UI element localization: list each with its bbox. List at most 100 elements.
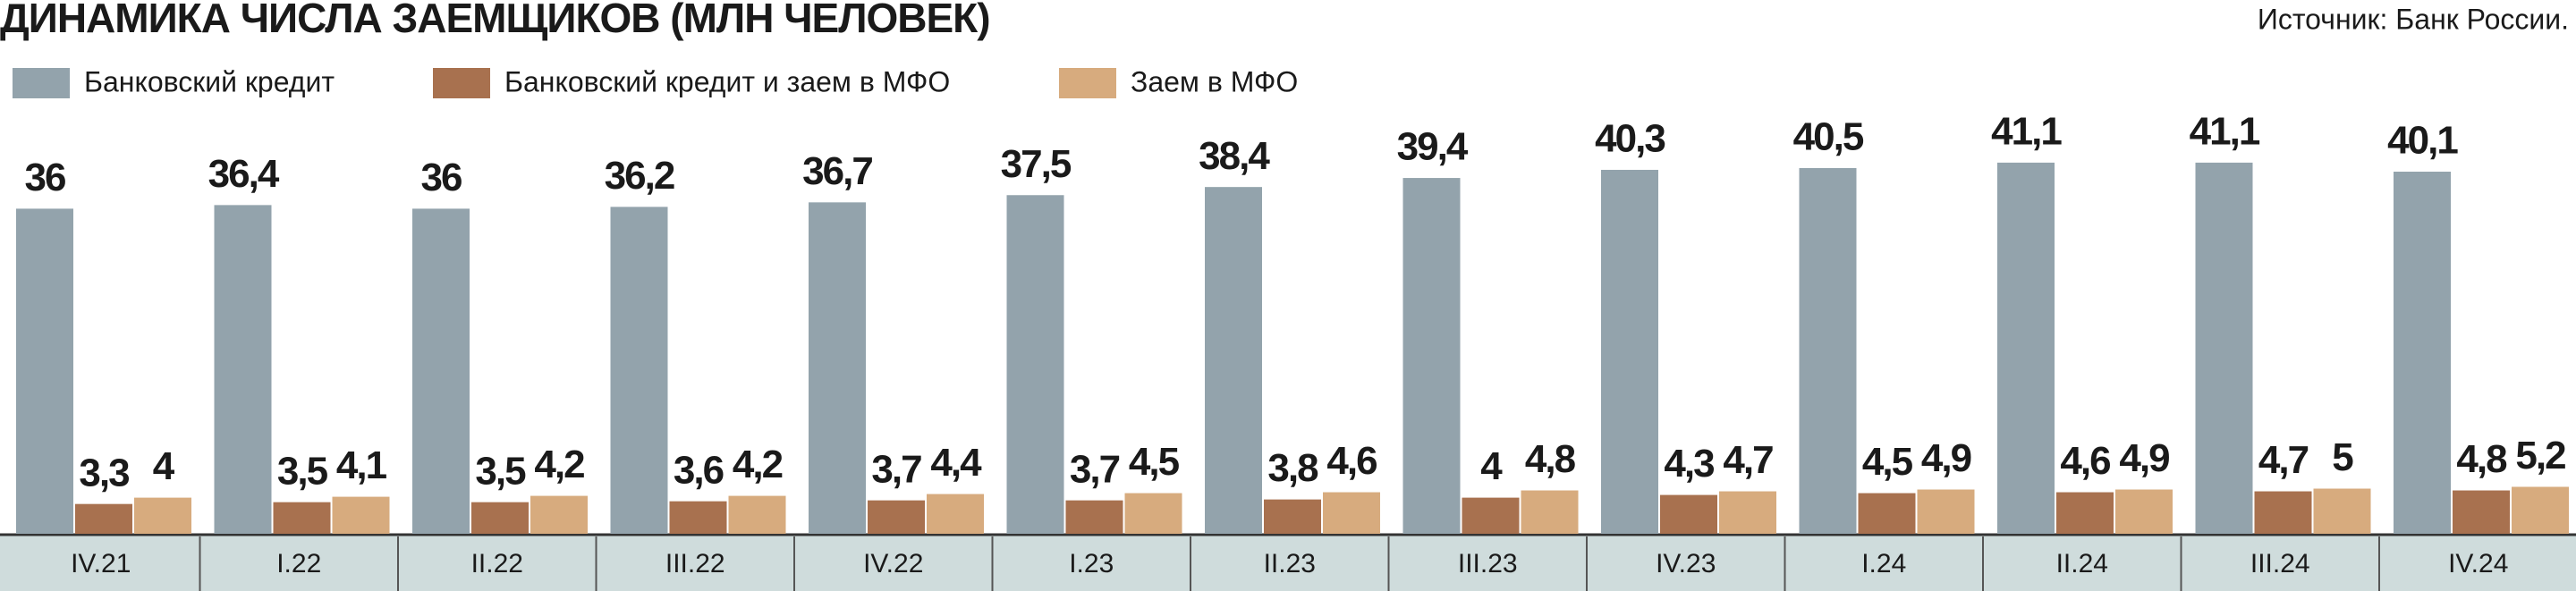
value-label: 39,4 bbox=[1397, 125, 1469, 169]
bar bbox=[412, 208, 470, 534]
value-label: 3,6 bbox=[674, 448, 724, 492]
value-label: 4,8 bbox=[1525, 437, 1576, 481]
bar bbox=[75, 503, 132, 534]
legend-swatch bbox=[433, 68, 490, 98]
value-label: 40,3 bbox=[1595, 117, 1665, 161]
bar bbox=[1124, 493, 1182, 534]
bar bbox=[1462, 497, 1520, 534]
bar bbox=[16, 208, 73, 534]
bar bbox=[2254, 491, 2312, 534]
bar bbox=[1917, 489, 1975, 534]
bar bbox=[1521, 490, 1579, 534]
bar bbox=[927, 494, 984, 534]
bar bbox=[2313, 488, 2371, 534]
bar bbox=[728, 495, 786, 534]
value-label: 3,7 bbox=[1070, 447, 1120, 491]
bar bbox=[1205, 187, 1262, 534]
value-label: 3,5 bbox=[475, 449, 526, 493]
bar bbox=[2115, 489, 2173, 534]
x-tick-label: I.24 bbox=[1861, 549, 1906, 578]
x-tick-label: III.22 bbox=[665, 549, 725, 578]
bar bbox=[471, 502, 529, 534]
value-label: 36 bbox=[421, 156, 462, 199]
x-tick-label: IV.22 bbox=[863, 549, 923, 578]
bar bbox=[134, 497, 191, 534]
source: Источник: Банк России. bbox=[2258, 3, 2569, 35]
value-label: 41,1 bbox=[1991, 110, 2062, 154]
value-label: 4,4 bbox=[930, 441, 982, 485]
value-label: 41,1 bbox=[2190, 110, 2260, 154]
bar bbox=[1997, 162, 2055, 534]
bar bbox=[530, 495, 588, 534]
bar bbox=[1065, 500, 1123, 534]
bar bbox=[1006, 195, 1064, 534]
bar bbox=[669, 501, 727, 534]
legend-swatch bbox=[13, 68, 70, 98]
x-tick-label: II.22 bbox=[471, 549, 523, 578]
value-label: 4,1 bbox=[336, 443, 387, 487]
chart-title: ДИНАМИКА ЧИСЛА ЗАЕМЩИКОВ (МЛН ЧЕЛОВЕК) bbox=[0, 0, 990, 41]
x-tick-label: II.24 bbox=[2056, 549, 2108, 578]
value-label: 36,4 bbox=[208, 152, 280, 196]
value-label: 4,6 bbox=[2060, 439, 2110, 483]
bar bbox=[2512, 486, 2569, 534]
bar bbox=[332, 496, 390, 534]
bar bbox=[610, 207, 668, 534]
category-band bbox=[0, 534, 2576, 591]
x-tick-label: I.22 bbox=[276, 549, 321, 578]
value-label: 3,3 bbox=[79, 451, 129, 494]
bar bbox=[868, 500, 925, 534]
value-label: 4 bbox=[1480, 444, 1503, 488]
value-label: 4,5 bbox=[1862, 440, 1913, 484]
bar bbox=[1660, 494, 1717, 534]
bar bbox=[2394, 171, 2451, 535]
value-label: 5 bbox=[2332, 435, 2353, 479]
x-tick-label: II.23 bbox=[1264, 549, 1316, 578]
value-label: 38,4 bbox=[1199, 134, 1270, 178]
x-tick-label: IV.21 bbox=[71, 549, 131, 578]
legend-label: Заем в МФО bbox=[1131, 65, 1298, 97]
bar bbox=[1402, 178, 1461, 534]
bar bbox=[2056, 492, 2114, 534]
value-label: 4,6 bbox=[1326, 439, 1377, 483]
bar bbox=[2453, 490, 2510, 534]
value-label: 36,2 bbox=[605, 154, 674, 198]
x-tick-label: IV.23 bbox=[1656, 549, 1716, 578]
value-label: 4,8 bbox=[2456, 437, 2507, 481]
value-label: 40,5 bbox=[1793, 115, 1864, 159]
x-tick-label: III.23 bbox=[1458, 549, 1518, 578]
value-label: 4,5 bbox=[1129, 440, 1180, 484]
bar bbox=[1323, 492, 1380, 534]
bar bbox=[1601, 169, 1658, 534]
legend-label: Банковский кредит и заем в МФО bbox=[504, 65, 950, 97]
legend-label: Банковский кредит bbox=[84, 65, 335, 97]
bar bbox=[2195, 162, 2253, 534]
bar bbox=[1858, 493, 1916, 534]
value-label: 40,1 bbox=[2387, 119, 2458, 163]
x-tick-label: III.24 bbox=[2250, 549, 2310, 578]
legend-swatch bbox=[1059, 68, 1116, 98]
value-label: 4,3 bbox=[1664, 442, 1714, 485]
value-label: 4,7 bbox=[1723, 438, 1773, 482]
bar bbox=[273, 502, 331, 534]
x-tick-label: I.23 bbox=[1069, 549, 1114, 578]
value-label: 4 bbox=[153, 444, 175, 488]
value-label: 3,5 bbox=[277, 449, 328, 493]
value-label: 36,7 bbox=[802, 149, 872, 193]
value-label: 5,2 bbox=[2515, 434, 2565, 477]
x-tick-label: IV.24 bbox=[2448, 549, 2508, 578]
bar bbox=[1264, 499, 1321, 534]
value-label: 3,7 bbox=[871, 447, 921, 491]
value-label: 4,9 bbox=[1921, 436, 1971, 480]
bar bbox=[1719, 491, 1776, 534]
bar bbox=[214, 205, 272, 535]
value-label: 36 bbox=[25, 156, 65, 199]
value-label: 4,2 bbox=[534, 443, 584, 486]
bar bbox=[1799, 167, 1857, 534]
value-label: 3,8 bbox=[1267, 446, 1318, 490]
value-label: 4,7 bbox=[2258, 438, 2309, 482]
value-label: 4,2 bbox=[733, 443, 783, 486]
value-label: 37,5 bbox=[1001, 142, 1072, 186]
bar bbox=[809, 202, 866, 534]
